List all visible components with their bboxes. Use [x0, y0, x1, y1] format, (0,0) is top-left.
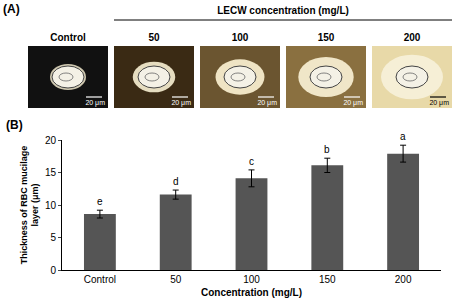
- svg-text:15: 15: [45, 167, 57, 178]
- svg-text:(A): (A): [3, 2, 20, 16]
- svg-text:20: 20: [45, 135, 57, 146]
- svg-text:150: 150: [319, 274, 336, 285]
- svg-text:Control: Control: [84, 274, 116, 285]
- svg-text:20 μm: 20 μm: [343, 99, 363, 107]
- svg-text:50: 50: [148, 32, 160, 43]
- svg-text:(B): (B): [6, 118, 23, 132]
- svg-text:0: 0: [50, 265, 56, 276]
- svg-text:20 μm: 20 μm: [171, 99, 191, 107]
- svg-text:Control: Control: [50, 32, 86, 43]
- svg-text:a: a: [400, 131, 406, 142]
- svg-text:e: e: [97, 196, 103, 207]
- svg-text:Concentration (mg/L): Concentration (mg/L): [201, 287, 302, 298]
- svg-text:LECW concentration (mg/L): LECW concentration (mg/L): [217, 5, 349, 16]
- svg-text:20 μm: 20 μm: [85, 99, 105, 107]
- svg-text:50: 50: [170, 274, 182, 285]
- svg-text:200: 200: [404, 32, 421, 43]
- svg-text:200: 200: [395, 274, 412, 285]
- svg-text:100: 100: [232, 32, 249, 43]
- svg-text:5: 5: [50, 232, 56, 243]
- svg-text:b: b: [324, 144, 330, 155]
- svg-text:20 μm: 20 μm: [429, 99, 449, 107]
- svg-text:10: 10: [45, 200, 57, 211]
- svg-text:Thickness of RBC mucilagelayer: Thickness of RBC mucilagelayer (μm): [19, 146, 41, 265]
- svg-text:c: c: [249, 156, 254, 167]
- svg-text:d: d: [173, 176, 179, 187]
- svg-text:20 μm: 20 μm: [257, 99, 277, 107]
- svg-text:100: 100: [243, 274, 260, 285]
- svg-text:150: 150: [318, 32, 335, 43]
